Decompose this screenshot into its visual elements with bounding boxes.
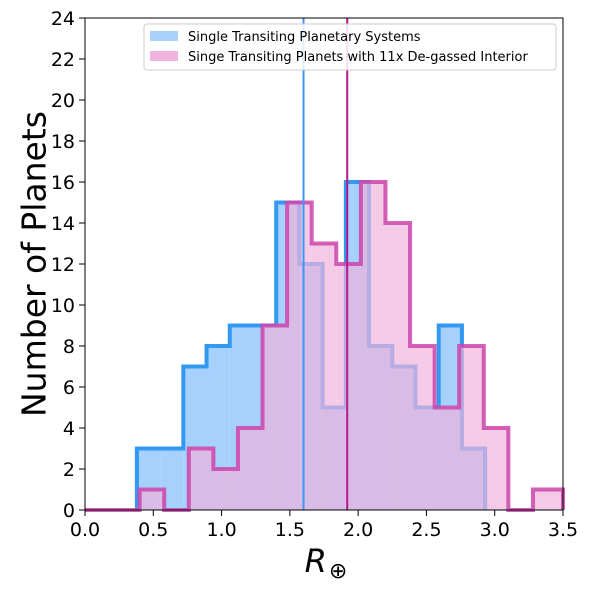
x-tick-label: 1.5 xyxy=(275,519,305,541)
x-tick-label: 2.0 xyxy=(343,519,373,541)
histogram-bar xyxy=(410,346,435,510)
x-axis-title: R⊕ xyxy=(305,542,348,584)
legend-box xyxy=(143,23,557,71)
x-tick-label: 3.5 xyxy=(548,519,578,541)
histogram-bar xyxy=(483,428,509,510)
y-tick-label: 22 xyxy=(51,49,75,71)
legend-swatch-single-transiting xyxy=(150,31,178,41)
y-tick-label: 2 xyxy=(63,459,75,481)
histogram-bar xyxy=(532,489,563,510)
histogram-bar xyxy=(237,428,263,510)
histogram-series-1 xyxy=(85,180,565,512)
legend: Single Transiting Planetary Systems Sing… xyxy=(143,23,557,71)
histogram-bar xyxy=(139,489,165,510)
legend-label-single-transiting: Single Transiting Planetary Systems xyxy=(188,30,421,45)
y-tick-label: 8 xyxy=(63,336,75,358)
histogram-bar xyxy=(459,346,484,510)
y-tick-label: 12 xyxy=(51,254,75,276)
histogram-outline xyxy=(85,180,565,512)
series-layer xyxy=(85,180,565,512)
mean-lines xyxy=(302,18,349,510)
x-axis-title-subscript: ⊕ xyxy=(329,559,347,584)
y-tick-label: 20 xyxy=(51,90,75,112)
y-tick-label: 4 xyxy=(63,418,75,440)
histogram-bar xyxy=(262,325,288,510)
legend-swatch-degassed xyxy=(150,51,178,61)
y-tick-label: 14 xyxy=(51,213,75,235)
histogram-bar xyxy=(385,223,411,510)
y-tick-label: 10 xyxy=(51,295,75,317)
x-tick-label: 0.0 xyxy=(70,519,100,541)
x-tick-label: 1.0 xyxy=(206,519,236,541)
histogram-bar xyxy=(336,264,361,510)
histogram-bar xyxy=(188,448,214,510)
histogram-bar xyxy=(287,202,312,510)
y-tick-label: 24 xyxy=(51,8,75,30)
x-tick-label: 3.0 xyxy=(480,519,510,541)
histogram-bar xyxy=(213,469,238,510)
y-tick-label: 6 xyxy=(63,377,75,399)
x-tick-label: 0.5 xyxy=(138,519,168,541)
histogram-bar xyxy=(434,407,460,510)
y-tick-label: 0 xyxy=(63,500,75,522)
x-axis-ticks: 0.0 0.5 1.0 1.5 2.0 2.5 3.0 3.5 xyxy=(70,510,578,541)
legend-label-degassed: Singe Transiting Planets with 11x De-gas… xyxy=(188,50,528,65)
histogram-bar xyxy=(360,182,386,510)
y-tick-label: 16 xyxy=(51,172,75,194)
x-tick-label: 2.5 xyxy=(411,519,441,541)
x-axis-title-main: R xyxy=(305,542,327,580)
y-tick-label: 18 xyxy=(51,131,75,153)
histogram-bar xyxy=(311,243,337,510)
y-axis-title: Number of Planets xyxy=(15,111,54,417)
